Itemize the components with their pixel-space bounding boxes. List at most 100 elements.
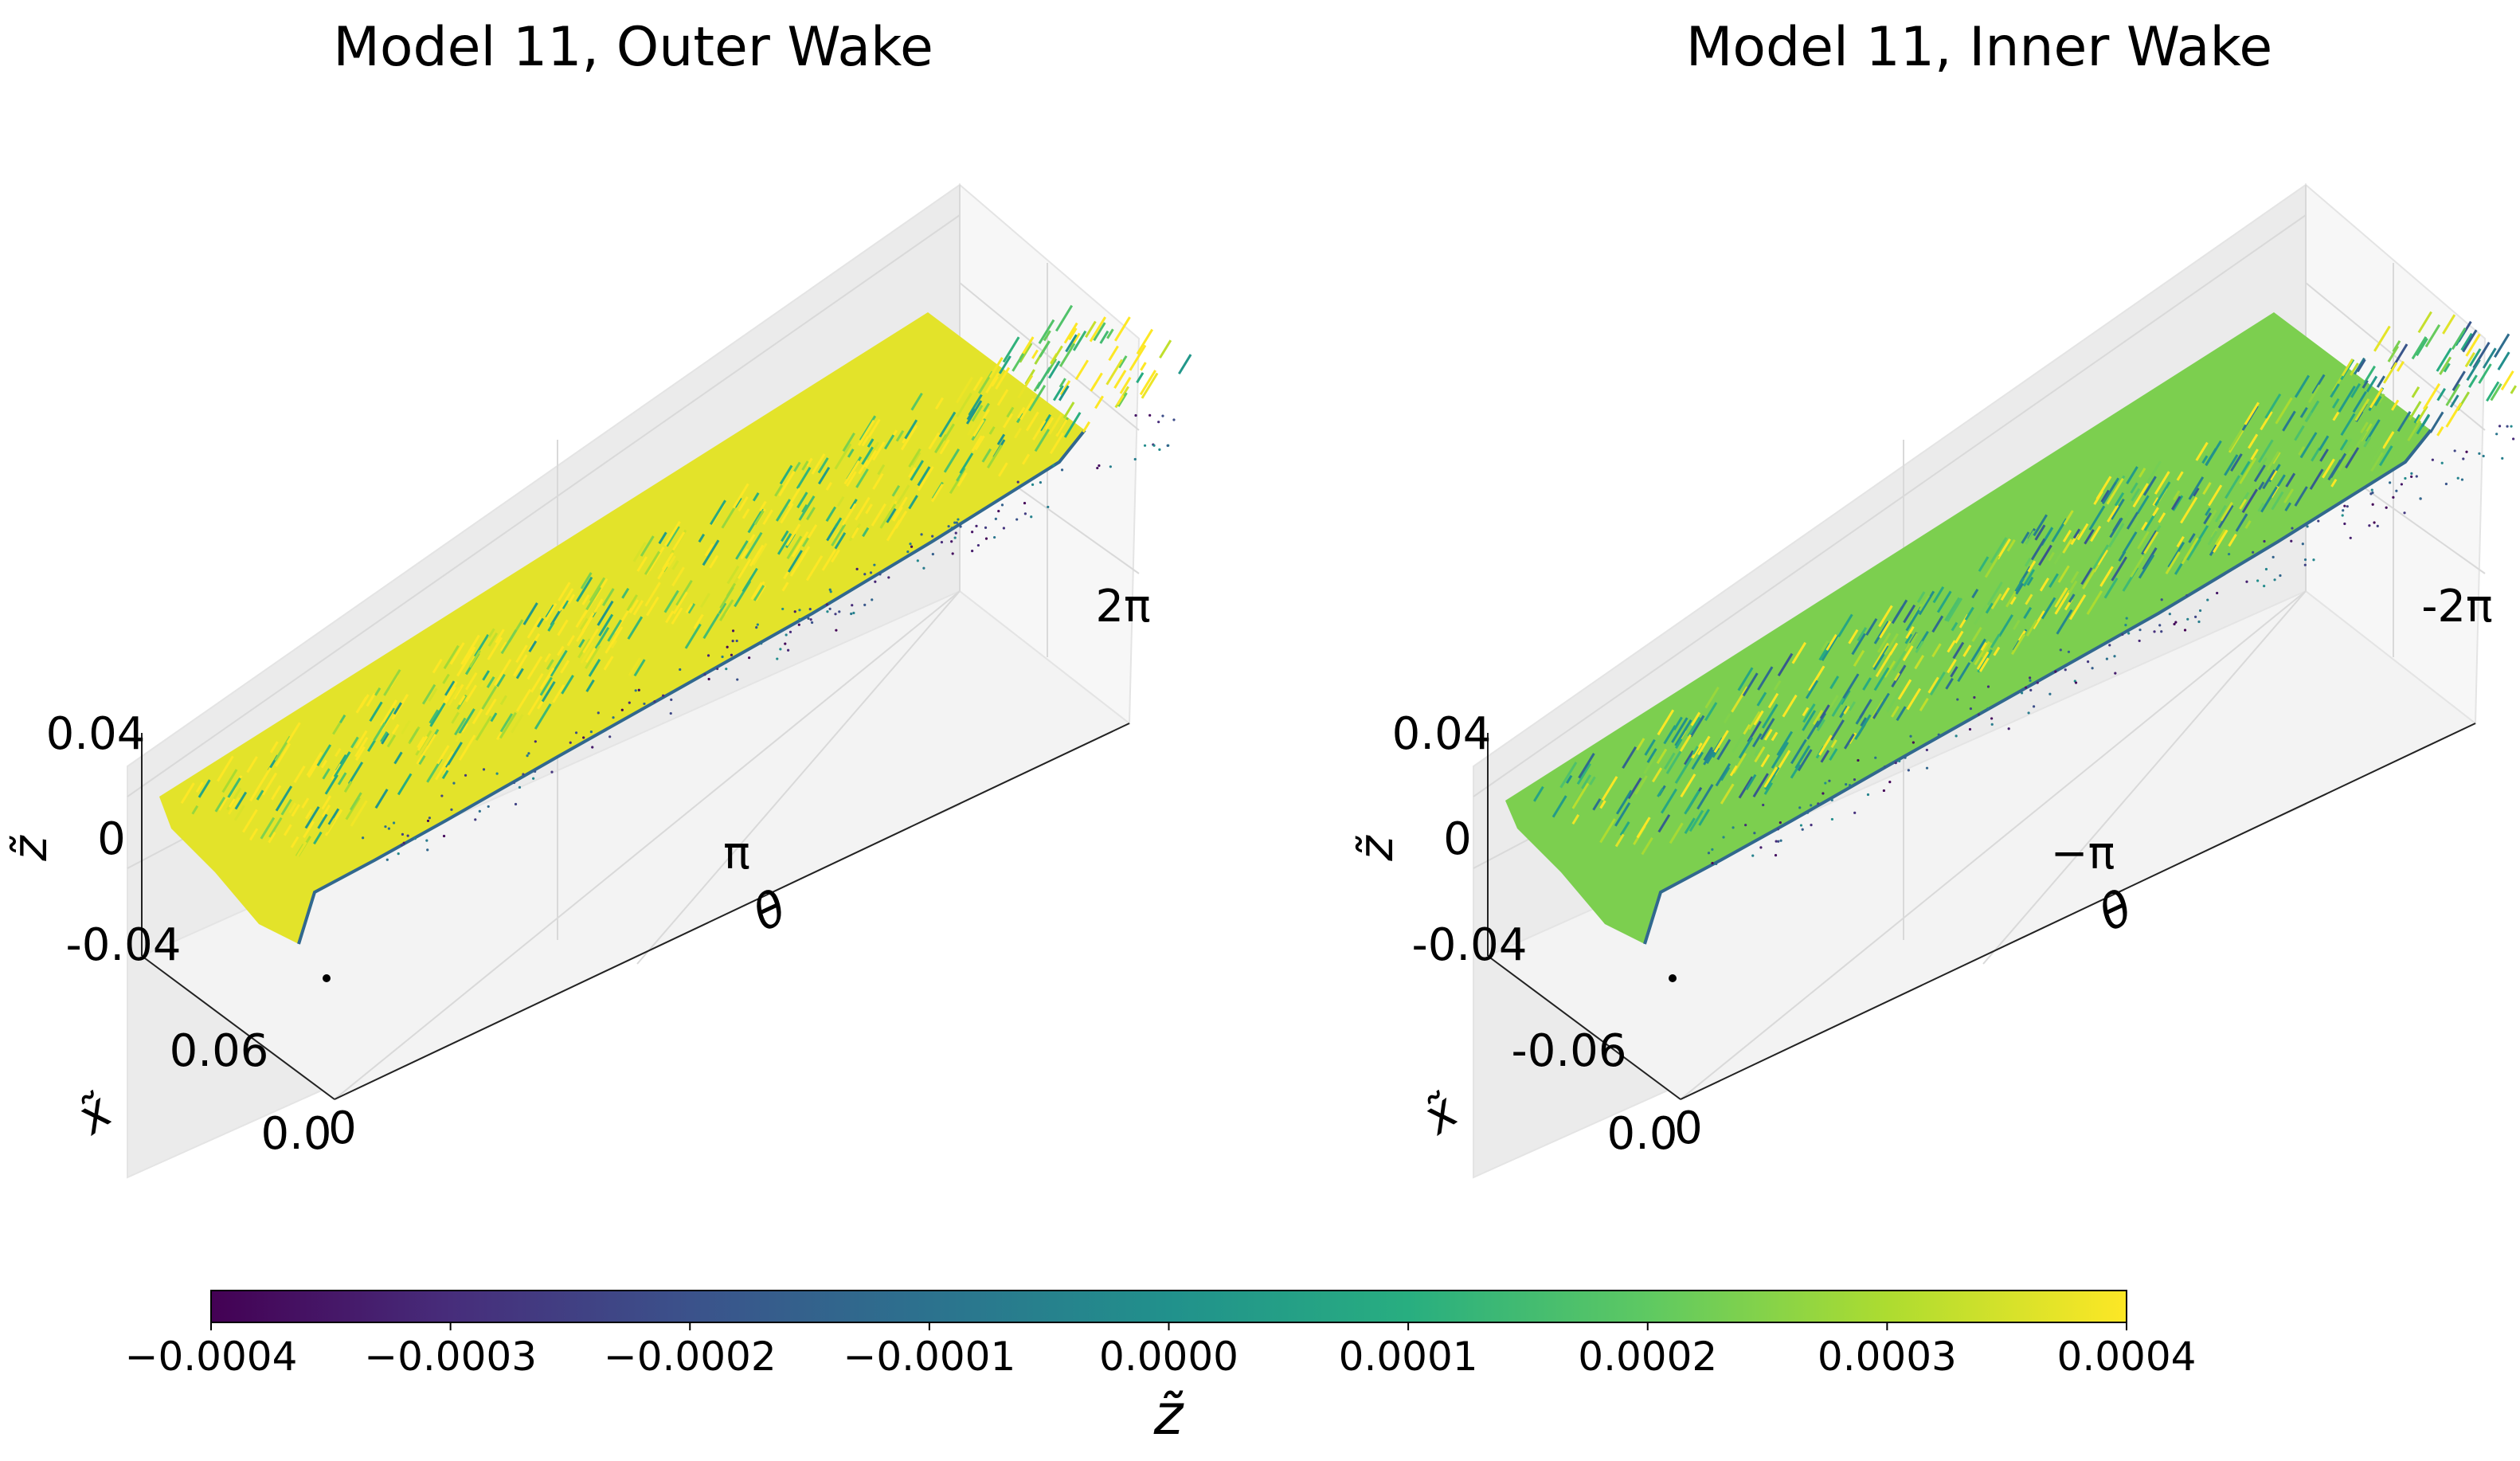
surface-streak xyxy=(248,828,259,841)
surface-streak xyxy=(1720,783,1735,805)
surface-streak xyxy=(781,530,789,542)
surface-streak xyxy=(796,546,811,568)
surface-streak xyxy=(970,408,980,420)
surface-streak xyxy=(2202,482,2212,495)
surface-streak xyxy=(1698,809,1710,826)
speckle-point xyxy=(1990,723,1994,726)
surface-streak xyxy=(2345,447,2360,469)
speckle-point xyxy=(482,768,486,771)
surface-streak xyxy=(217,797,229,811)
surface-streak xyxy=(1759,718,1775,741)
speckle-point xyxy=(957,518,960,521)
speckle-point xyxy=(2074,681,2078,684)
surface-streak xyxy=(613,606,632,634)
surface-streak xyxy=(228,797,241,815)
surface-streak xyxy=(867,418,881,438)
surface-streak xyxy=(2276,474,2286,488)
surface-streak xyxy=(2411,386,2420,398)
surface-streak xyxy=(2048,573,2059,588)
surface-streak xyxy=(2486,381,2500,402)
speckle-point xyxy=(706,654,710,657)
surface-streak xyxy=(2451,327,2467,351)
surface-streak xyxy=(1552,795,1567,818)
speckle-point xyxy=(1023,512,1027,515)
surface-streak xyxy=(693,613,704,629)
surface-streak xyxy=(2057,565,2070,583)
surface-streak xyxy=(527,691,543,716)
surface-streak xyxy=(499,695,507,706)
speckle-point xyxy=(1853,778,1857,781)
surface-streak xyxy=(2387,345,2400,362)
surface-streak xyxy=(602,588,615,606)
speckle-point xyxy=(828,607,832,610)
surface-streak xyxy=(417,736,425,749)
surface-streak xyxy=(191,805,199,815)
speckle-point xyxy=(2029,676,2032,680)
surface-streak xyxy=(1821,640,1829,652)
speckle-point xyxy=(2007,727,2010,730)
speckle-point xyxy=(2346,505,2349,508)
surface-streak xyxy=(1839,705,1849,719)
speckle-point xyxy=(464,774,468,777)
surface-streak xyxy=(721,504,738,529)
surface-streak xyxy=(544,652,551,663)
surface-streak xyxy=(908,448,922,468)
surface-streak xyxy=(320,759,328,769)
surface-streak xyxy=(589,577,606,601)
speckle-point xyxy=(1882,789,1886,793)
surface-streak xyxy=(305,809,313,820)
surface-streak xyxy=(1777,652,1794,677)
surface-streak xyxy=(1916,591,1926,603)
surface-streak xyxy=(512,654,528,677)
surface-streak xyxy=(983,402,990,413)
surface-streak xyxy=(1857,627,1868,642)
speckle-point xyxy=(2216,591,2219,595)
surface-streak xyxy=(685,603,694,613)
surface-streak xyxy=(949,478,961,495)
surface-streak xyxy=(2188,533,2196,543)
surface-streak xyxy=(1794,745,1811,770)
surface-streak xyxy=(1093,322,1106,342)
speckle-point xyxy=(2440,461,2444,464)
surface-streak xyxy=(636,556,648,572)
speckle-point xyxy=(797,623,800,626)
surface-streak xyxy=(917,466,931,487)
surface-streak xyxy=(2136,495,2150,515)
surface-streak xyxy=(1754,746,1762,757)
surface-streak xyxy=(1019,343,1033,363)
surface-streak xyxy=(982,409,990,420)
surface-streak xyxy=(577,638,591,659)
surface-streak xyxy=(904,419,918,440)
speckle-point xyxy=(2206,598,2209,601)
surface-streak xyxy=(825,506,837,522)
surface-streaks xyxy=(180,304,1192,857)
surface-streak xyxy=(2339,439,2349,451)
surface-streak xyxy=(475,715,492,741)
surface-streak xyxy=(332,722,342,735)
surface-streak xyxy=(2176,471,2184,481)
speckle-point xyxy=(495,772,499,775)
surface-streak xyxy=(1782,694,1798,718)
surface-streak xyxy=(464,646,476,664)
surface-streak xyxy=(381,732,389,745)
surface-streak xyxy=(1028,385,1047,412)
surface-streak xyxy=(1870,699,1884,720)
surface-streak xyxy=(1936,590,1952,613)
surface-streak xyxy=(271,785,282,801)
surface-streak xyxy=(2022,569,2035,587)
surface-streak xyxy=(702,613,720,640)
speckle-point xyxy=(1857,758,1860,762)
surface-streak xyxy=(1978,657,1990,672)
speckle-point xyxy=(798,609,801,612)
surface-streak xyxy=(1776,730,1794,756)
colorbar-tick-label: −0.0002 xyxy=(604,1334,777,1380)
surface-streak xyxy=(2253,464,2266,483)
surface-streak xyxy=(2365,375,2378,393)
surface-streak xyxy=(2015,582,2024,595)
speckle-point xyxy=(756,623,759,626)
speckle-point xyxy=(736,678,739,681)
surface-streak xyxy=(1015,413,1024,424)
surface-streak xyxy=(1891,599,1908,625)
speckle-point xyxy=(838,610,841,613)
surface-streak xyxy=(1048,413,1062,435)
